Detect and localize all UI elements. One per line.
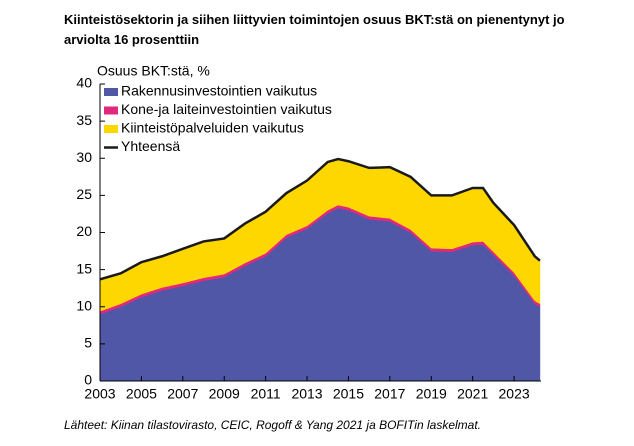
legend-swatch xyxy=(104,106,118,115)
y-tick-label: 0 xyxy=(84,372,92,388)
x-tick-label: 2021 xyxy=(457,386,488,402)
y-tick-label: 25 xyxy=(76,186,92,202)
y-tick-label: 20 xyxy=(76,223,92,239)
x-tick-label: 2013 xyxy=(291,386,322,402)
y-axis-label: Osuus BKT:stä, % xyxy=(97,63,210,79)
source-note: Lähteet: Kiinan tilastovirasto, CEIC, Ro… xyxy=(64,418,481,432)
y-tick-label: 40 xyxy=(76,75,92,91)
legend-label: Kone-ja laiteinvestointien vaikutus xyxy=(121,101,332,117)
y-tick-label: 5 xyxy=(84,335,92,351)
x-tick-label: 2019 xyxy=(416,386,447,402)
y-tick-label: 10 xyxy=(76,297,92,313)
y-tick-label: 30 xyxy=(76,149,92,165)
x-tick-label: 2005 xyxy=(126,386,157,402)
chart-title: Kiinteistösektorin ja siihen liittyvien … xyxy=(64,12,565,47)
legend-swatch xyxy=(104,88,118,96)
x-tick-label: 2015 xyxy=(333,386,364,402)
x-tick-label: 2017 xyxy=(374,386,405,402)
legend-label: Kiinteistöpalveluiden vaikutus xyxy=(121,120,304,136)
x-tick-label: 2009 xyxy=(209,386,240,402)
x-tick-label: 2023 xyxy=(499,386,530,402)
total-line xyxy=(99,157,541,281)
y-tick-label: 15 xyxy=(76,260,92,276)
legend-swatch xyxy=(104,125,118,133)
x-tick-label: 2003 xyxy=(84,386,115,402)
x-tick-label: 2011 xyxy=(251,386,281,402)
legend-label: Yhteensä xyxy=(121,138,180,154)
legend-label: Rakennusinvestointien vaikutus xyxy=(121,83,317,99)
y-tick-label: 35 xyxy=(76,112,92,128)
x-tick-label: 2007 xyxy=(167,386,198,402)
